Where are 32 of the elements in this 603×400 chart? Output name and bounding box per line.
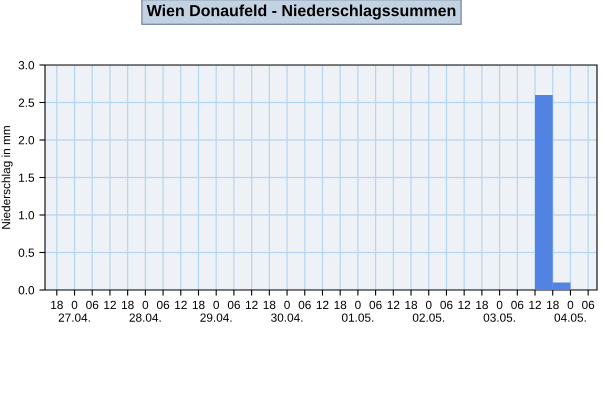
y-tick-label: 2.5: [18, 98, 34, 107]
y-tick-label: 3.0: [18, 61, 34, 70]
x-tick-label: 18: [476, 300, 488, 310]
y-axis-title: Niederschlag in mm: [2, 126, 13, 229]
y-tick-label: 0.5: [18, 248, 34, 257]
x-tick-label: 12: [529, 300, 541, 309]
y-tick-label: 2.0: [18, 136, 34, 144]
x-tick-label: 06: [86, 300, 98, 310]
x-tick-label: 12: [246, 300, 258, 309]
x-tick-label: 12: [104, 300, 116, 309]
x-tick-label: 18: [122, 300, 134, 310]
x-tick-label: 06: [440, 300, 452, 310]
x-tick-label: 06: [582, 300, 594, 310]
x-tick-label: 06: [298, 300, 311, 310]
x-tick-label: 06: [511, 300, 524, 310]
x-tick-label: 18: [547, 300, 559, 310]
x-tick-label: 18: [264, 300, 276, 310]
x-tick-label: 18: [192, 300, 205, 310]
x-tick-label: 12: [458, 300, 470, 309]
y-tick-label: 1.5: [19, 174, 34, 182]
x-tick-label: 06: [156, 300, 170, 310]
x-tick-label: 06: [370, 300, 382, 310]
x-tick-label: 06: [228, 300, 240, 310]
x-tick-label: 12: [316, 300, 328, 309]
x-tick-label: 18: [405, 300, 418, 310]
y-tick-label: 1.0: [19, 211, 34, 220]
chart-title: Wien Donaufeld - Niederschlagssummen: [146, 4, 456, 20]
x-tick-label: 12: [175, 300, 187, 309]
x-tick-label: 18: [51, 300, 63, 310]
y-tick-label: 0.0: [18, 286, 34, 294]
x-tick-label: 18: [334, 300, 346, 310]
x-tick-label: 12: [388, 300, 400, 309]
